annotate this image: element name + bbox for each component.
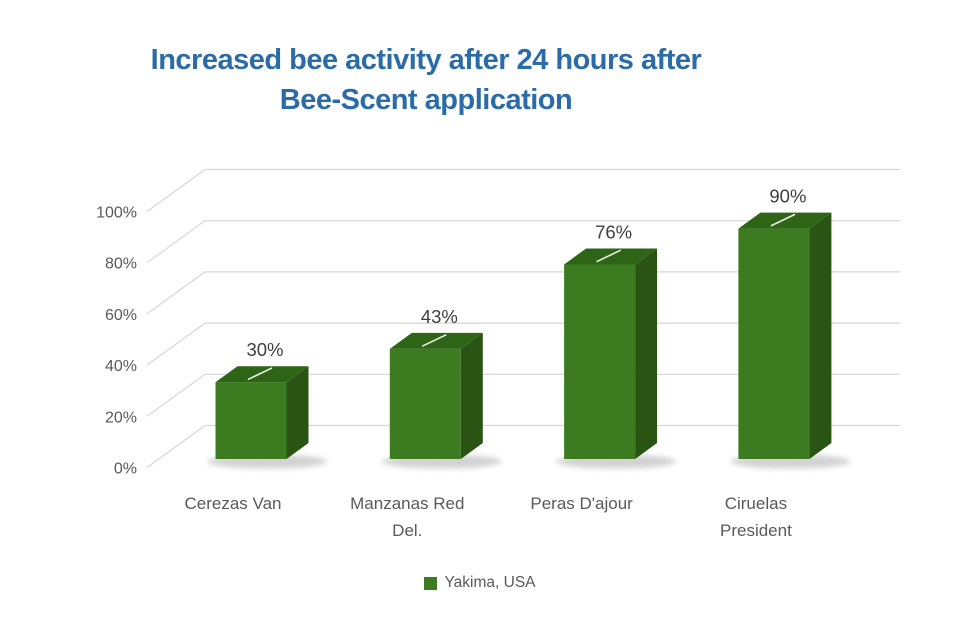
bar-side-face	[460, 332, 483, 459]
x-axis-label: Ciruelas President	[720, 494, 792, 540]
bar-top-highlight-icon	[770, 213, 796, 227]
y-tick-label: 60%	[105, 307, 137, 324]
gridline	[146, 168, 900, 212]
data-label: 30%	[246, 339, 283, 360]
gridline	[146, 424, 900, 468]
x-axis-label: Manzanas Red Del.	[350, 494, 464, 540]
bar-side-face	[635, 248, 658, 459]
legend: Yakima, USA	[0, 574, 960, 592]
bar-top-highlight-icon	[421, 334, 447, 347]
bar-front-face	[564, 264, 636, 459]
bar-side-face	[809, 212, 832, 459]
bar-top-highlight-icon	[596, 249, 621, 263]
x-axis-label: Cerezas Van	[184, 494, 281, 513]
y-tick-label: 0%	[114, 461, 137, 478]
y-tick-label: 40%	[105, 358, 137, 375]
bar-front-face	[389, 348, 461, 459]
bar-top-face	[389, 332, 483, 349]
bar-side-face	[286, 366, 309, 459]
bar-top-highlight-icon	[247, 367, 273, 381]
gridline	[146, 220, 900, 264]
gridline	[146, 322, 900, 366]
data-label: 76%	[595, 221, 632, 242]
legend-swatch	[424, 576, 438, 590]
y-tick-label: 80%	[105, 256, 137, 273]
bar-top-face	[564, 248, 658, 265]
bar-front-face	[215, 382, 287, 459]
chart-title-line2: Bee-Scent application	[279, 84, 573, 116]
bar-top-face	[215, 366, 309, 383]
x-axis-label: Peras D'ajour	[530, 494, 633, 513]
gridline	[146, 373, 900, 417]
bar-top-face	[738, 212, 832, 229]
legend-label: Yakima, USA	[444, 574, 536, 591]
y-tick-label: 20%	[105, 409, 137, 426]
chart-title-line1: Increased bee activity after 24 hours af…	[150, 44, 702, 76]
data-label: 90%	[769, 186, 806, 207]
chart-title: Increased bee activity after 24 hours af…	[0, 40, 852, 120]
gridline	[146, 271, 900, 315]
data-label: 43%	[421, 306, 458, 327]
bar-front-face	[738, 228, 810, 459]
y-tick-label: 100%	[96, 205, 137, 222]
